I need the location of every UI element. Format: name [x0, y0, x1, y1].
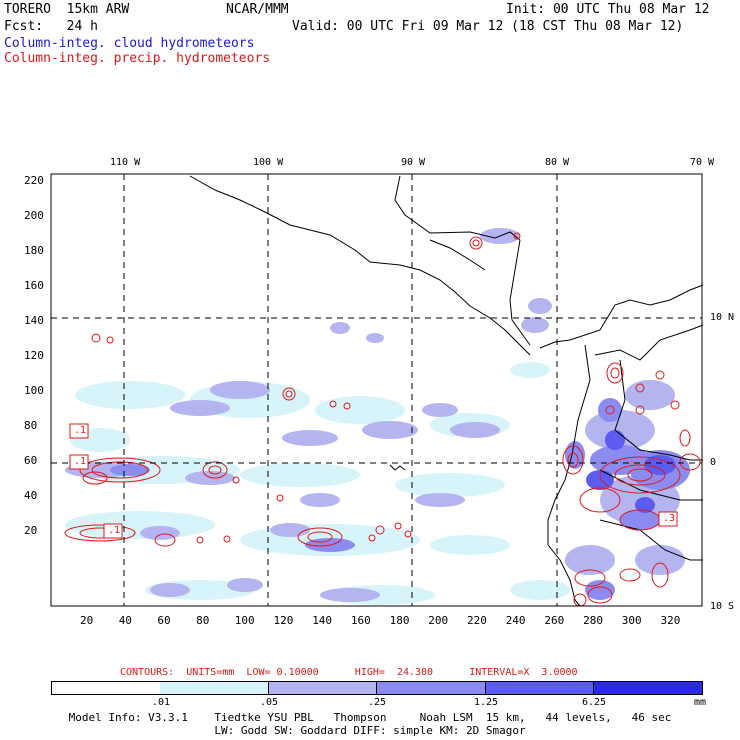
valid-time: Valid: 00 UTC Fri 09 Mar 12 (18 CST Thu … [292, 19, 684, 34]
y-tick-label: 200 [24, 209, 44, 222]
y-tick-label: 160 [24, 279, 44, 292]
precip-contours [64, 232, 701, 607]
y-tick-label: 40 [24, 489, 38, 502]
model-title: TORERO 15km ARW [4, 2, 130, 17]
lat-label: 0 [710, 457, 717, 468]
center-label: NCAR/MMM [226, 2, 289, 17]
x-tick-label: 220 [467, 614, 487, 627]
colorbar-label: .05 [260, 697, 279, 708]
y-tick-label: 220 [24, 174, 44, 187]
y-tick-label: 20 [24, 524, 38, 537]
x-tick-label: 280 [583, 614, 603, 627]
physics-info: LW: Godd SW: Goddard DIFF: simple KM: 2D… [214, 724, 526, 737]
contour-label: .1 [74, 425, 87, 436]
y-tick-label: 60 [24, 454, 38, 467]
x-tick-label: 180 [389, 614, 410, 627]
y-tick-label: 180 [24, 244, 44, 257]
lon-label: 80 W [545, 157, 570, 168]
y-tick-label: 120 [24, 349, 44, 362]
colorbar-segment [486, 681, 594, 695]
cloud-shading [65, 228, 690, 605]
colorbar-segment [51, 681, 161, 695]
lon-label: 90 W [401, 157, 426, 168]
colorbar-label: 1.25 [474, 697, 499, 708]
x-tick-label: 260 [544, 614, 565, 627]
x-tick-label: 120 [273, 614, 294, 627]
model-info: Model Info: V3.3.1 Tiedtke YSU PBL Thomp… [68, 711, 672, 724]
colorbar-segment [269, 681, 377, 695]
contour-label: .1 [74, 456, 87, 467]
lat-label: 10 S [710, 601, 735, 612]
x-tick-label: 140 [312, 614, 333, 627]
colorbar-unit: mm [694, 697, 707, 708]
map-frame [50, 173, 703, 607]
cloud-field-title: Column-integ. cloud hydrometeors [4, 36, 255, 51]
lat-label: 10 N [710, 312, 735, 323]
colorbar-segment [377, 681, 486, 695]
forecast-hour: Fcst: 24 h [4, 19, 98, 34]
colorbar-segment [160, 681, 269, 695]
contour-label: .1 [108, 525, 121, 536]
lon-label: 70 W [690, 157, 715, 168]
colorbar-segment [594, 681, 703, 695]
x-tick-label: 320 [660, 614, 681, 627]
y-tick-label: 140 [24, 314, 44, 327]
lon-label: 110 W [110, 157, 141, 168]
contours-info: CONTOURS: UNITS=mm LOW= 0.10000 HIGH= 24… [120, 667, 578, 678]
x-tick-label: 200 [428, 614, 449, 627]
graticule [51, 174, 702, 606]
coastlines [189, 175, 704, 607]
contour-label: .3 [663, 513, 676, 524]
x-tick-label: 160 [350, 614, 371, 627]
lon-label: 100 W [253, 157, 284, 168]
colorbar-label: .01 [152, 697, 171, 708]
x-tick-label: 100 [234, 614, 255, 627]
contour-label-boxes [69, 423, 678, 539]
x-tick-label: 240 [505, 614, 526, 627]
x-tick-label: 60 [157, 614, 171, 627]
init-time: Init: 00 UTC Thu 08 Mar 12 [506, 2, 710, 17]
colorbar-label: 6.25 [582, 697, 607, 708]
x-tick-label: 40 [118, 614, 132, 627]
y-tick-label: 80 [24, 419, 38, 432]
precip-field-title: Column-integ. precip. hydrometeors [4, 51, 271, 66]
x-tick-label: 300 [621, 614, 642, 627]
x-tick-label: 20 [80, 614, 94, 627]
colorbar-label: .25 [368, 697, 387, 708]
y-tick-label: 100 [24, 384, 44, 397]
x-tick-label: 80 [196, 614, 210, 627]
